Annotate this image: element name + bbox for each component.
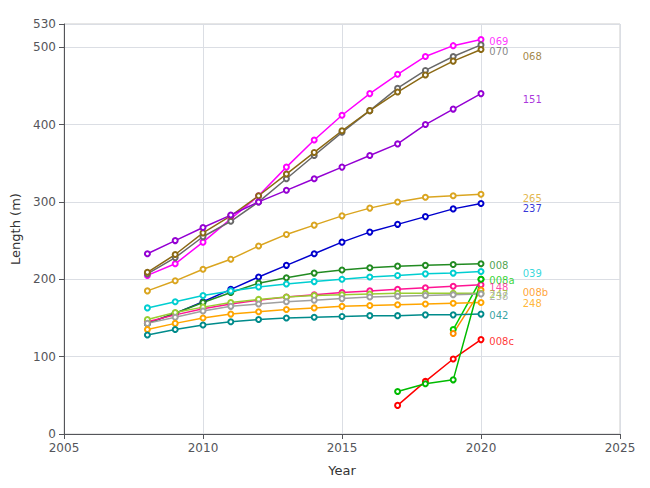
svg-text:2005: 2005 (49, 441, 80, 455)
svg-text:300: 300 (33, 195, 56, 209)
svg-text:068: 068 (523, 51, 542, 62)
svg-text:008c: 008c (489, 336, 514, 347)
svg-text:0: 0 (48, 427, 56, 441)
svg-text:100: 100 (33, 350, 56, 364)
svg-text:2010: 2010 (188, 441, 219, 455)
svg-text:070: 070 (489, 46, 508, 57)
svg-text:500: 500 (33, 40, 56, 54)
svg-text:265: 265 (522, 192, 542, 204)
svg-text:248: 248 (523, 298, 542, 309)
svg-text:039: 039 (523, 268, 542, 279)
svg-text:2015: 2015 (327, 441, 358, 455)
svg-text:2025: 2025 (605, 441, 636, 455)
svg-text:530: 530 (33, 17, 56, 31)
svg-text:Year: Year (327, 463, 356, 478)
svg-text:042: 042 (489, 310, 508, 321)
svg-text:2020: 2020 (466, 441, 497, 455)
svg-text:069: 069 (489, 36, 509, 48)
svg-text:151: 151 (523, 94, 542, 105)
svg-text:008: 008 (489, 260, 508, 271)
svg-text:400: 400 (33, 118, 56, 132)
svg-text:237: 237 (523, 203, 542, 214)
svg-text:Length (m): Length (m) (8, 193, 23, 265)
svg-text:008b: 008b (523, 287, 548, 298)
svg-text:148: 148 (489, 281, 509, 293)
svg-text:238: 238 (489, 291, 508, 302)
svg-text:200: 200 (33, 272, 56, 286)
